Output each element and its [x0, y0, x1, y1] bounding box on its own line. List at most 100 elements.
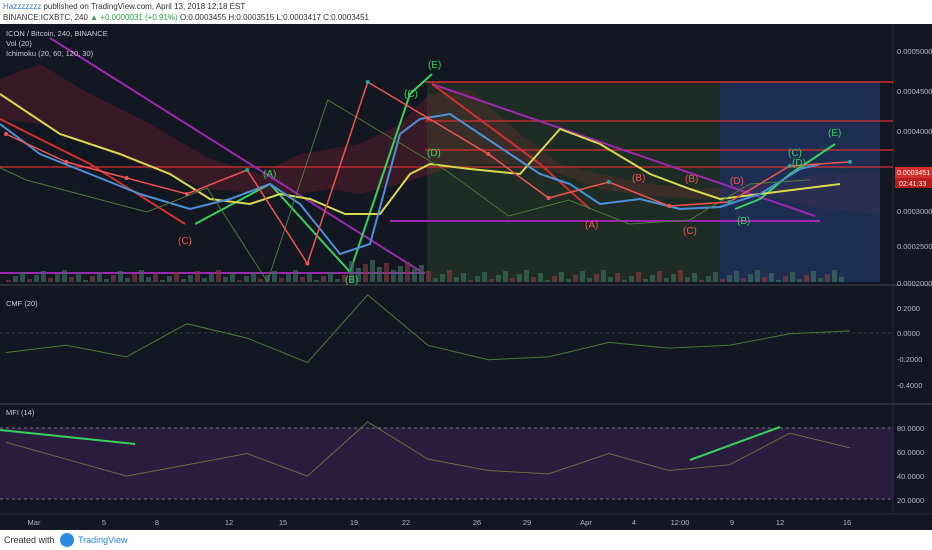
wave-label: (C)	[178, 236, 192, 247]
volume-bar	[167, 276, 172, 282]
mfi-line	[5, 421, 851, 477]
volume-bar	[657, 271, 662, 282]
volume-bar	[720, 279, 725, 282]
volume-bar	[797, 279, 802, 282]
time-tick-label: 12:00	[671, 518, 690, 527]
cmf-tick-label: -0.4000	[897, 381, 922, 390]
volume-bar	[580, 271, 585, 282]
price-point	[4, 132, 8, 136]
time-tick-label: Apr	[580, 518, 592, 527]
volume-bar	[69, 277, 74, 282]
volume-bar	[356, 268, 361, 282]
volume-bar	[699, 280, 704, 282]
volume-bar	[489, 279, 494, 282]
volume-bar	[314, 280, 319, 282]
volume-bar	[384, 263, 389, 282]
countdown-label: 02:41:33	[899, 181, 926, 188]
triangle-upper	[431, 83, 816, 217]
wave-label: (E)	[828, 128, 841, 139]
legend-vol: Vol (20)	[6, 39, 32, 48]
volume-bar	[27, 279, 32, 282]
volume-bar	[608, 277, 613, 282]
wave-label: (C)	[404, 89, 418, 100]
wave-label: (B)	[737, 216, 750, 227]
publish-header: Hazzzzzzz published on TradingView.com, …	[0, 0, 932, 24]
volume-bar	[209, 274, 214, 282]
time-tick-label: 8	[155, 518, 159, 527]
volume-bar	[90, 276, 95, 282]
ichimoku-conversion-line	[0, 112, 821, 256]
trend-line-red	[0, 118, 186, 225]
volume-bar	[615, 273, 620, 282]
author-link[interactable]: Hazzzzzzz	[3, 2, 42, 11]
mfi-band	[0, 428, 893, 499]
volume-bar	[790, 272, 795, 282]
chart-area[interactable]: (C) (A) (B) (C) (D) (E) (A) (B) (C) (B) …	[0, 24, 932, 530]
volume-bar	[132, 274, 137, 282]
wave-label: (B)	[345, 275, 358, 286]
publish-info: published on TradingView.com, April 13, …	[41, 2, 246, 11]
volume-bar	[468, 280, 473, 282]
time-tick-label: 12	[225, 518, 233, 527]
ohlc-values: O:0.0003455 H:0.0003515 L:0.0003417 C:0.…	[179, 13, 369, 22]
volume-bar	[146, 277, 151, 282]
volume-bar	[552, 276, 557, 282]
volume-bar	[160, 280, 165, 282]
price-point	[486, 152, 491, 156]
volume-bar	[727, 275, 732, 282]
volume-bar	[55, 274, 60, 282]
cmf-tick-label: -0.2000	[897, 355, 922, 364]
last-price-badge	[895, 167, 932, 178]
volume-bar	[125, 278, 130, 282]
mfi-divergence-line	[0, 429, 136, 445]
wave-label: (C)	[788, 148, 802, 159]
volume-bar	[349, 261, 354, 282]
volume-bar	[734, 271, 739, 282]
volume-bar	[48, 278, 53, 282]
price-point	[305, 261, 310, 266]
volume-bar	[6, 280, 11, 282]
volume-bar	[391, 270, 396, 282]
volume-bar	[755, 270, 760, 282]
volume-bar	[335, 279, 340, 282]
price-point	[727, 200, 732, 204]
volume-bar	[748, 274, 753, 282]
volume-bar	[272, 271, 277, 282]
time-tick-label: 19	[350, 518, 358, 527]
volume-bar	[839, 277, 844, 282]
mfi-tick-label: 60.0000	[897, 448, 924, 457]
wave-path	[734, 143, 836, 210]
volume-bar	[328, 272, 333, 282]
tradingview-brand[interactable]: TradingView	[78, 535, 128, 545]
cmf-tick-label: 0.0000	[897, 329, 920, 338]
time-tick-label: 16	[843, 518, 851, 527]
triangle-upper	[49, 37, 421, 272]
wave-label: (E)	[428, 60, 441, 71]
time-tick-label: 12	[776, 518, 784, 527]
price-point	[606, 180, 611, 184]
volume-bar	[377, 267, 382, 282]
volume-bar	[97, 272, 102, 282]
volume-bar	[342, 275, 347, 282]
volume-bar	[517, 274, 522, 282]
wave-label: (D)	[792, 158, 806, 169]
volume-bar	[524, 270, 529, 282]
volume-bar	[139, 270, 144, 282]
wave-label: (A)	[585, 220, 598, 231]
volume-bar	[412, 269, 417, 282]
chart-svg[interactable]: (C) (A) (B) (C) (D) (E) (A) (B) (C) (B) …	[0, 24, 932, 530]
time-tick-label: 5	[102, 518, 106, 527]
volume-bar	[482, 272, 487, 282]
trend-line-red	[431, 83, 591, 210]
volume-bar	[811, 271, 816, 282]
volume-bar	[685, 277, 690, 282]
volume-bar	[230, 273, 235, 282]
fib-zone-blue	[720, 82, 880, 282]
volume-bar	[41, 271, 46, 282]
volume-bar	[545, 280, 550, 282]
volume-bar	[62, 270, 67, 282]
countdown-badge	[895, 178, 932, 188]
volume-bar	[762, 277, 767, 282]
symbol-line: BINANCE:ICXBTC, 240 ▲ +0.0000031 (+0.91%…	[3, 13, 369, 22]
